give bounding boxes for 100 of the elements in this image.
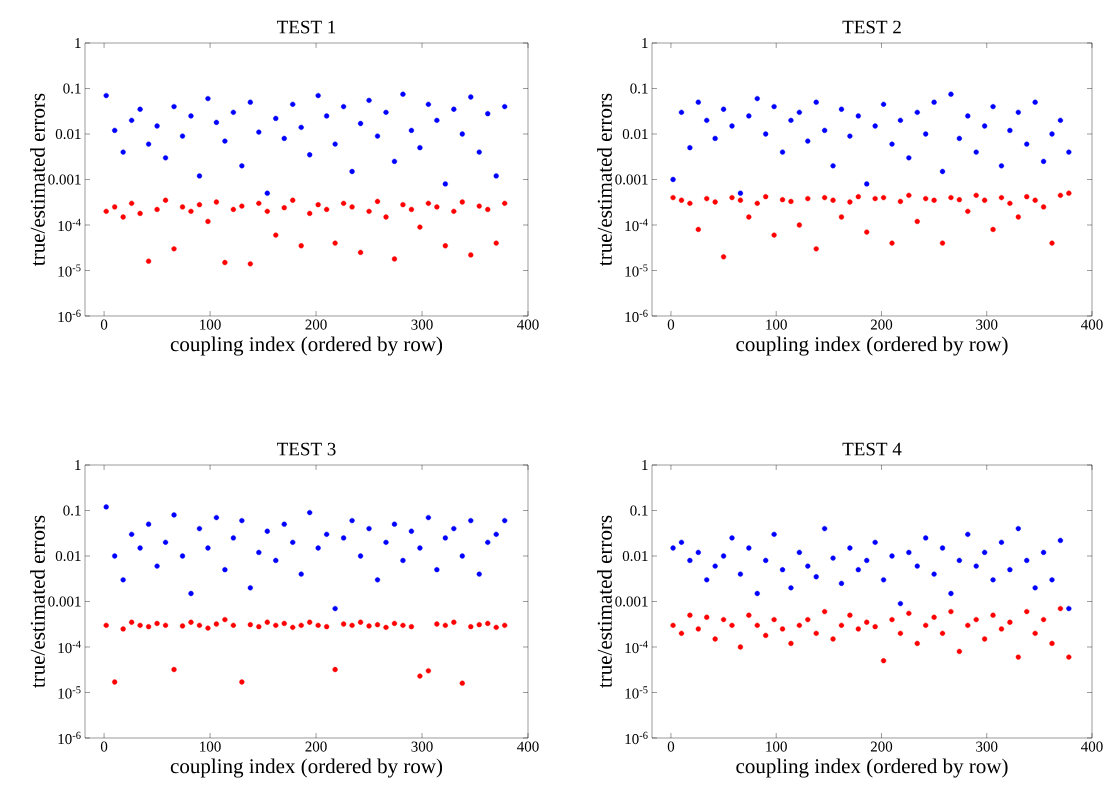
point bbox=[425, 200, 431, 206]
point bbox=[897, 600, 904, 607]
point bbox=[391, 521, 398, 527]
point bbox=[434, 117, 440, 123]
point bbox=[805, 563, 811, 569]
point bbox=[112, 127, 118, 133]
point bbox=[349, 204, 355, 210]
point bbox=[230, 535, 236, 541]
y-tick-label: 10$^{-4}$ bbox=[625, 640, 648, 654]
y-tick-label: 0.01 bbox=[622, 128, 648, 140]
point bbox=[670, 622, 676, 628]
point bbox=[222, 259, 228, 266]
point bbox=[712, 563, 718, 569]
point bbox=[897, 198, 904, 205]
point bbox=[129, 200, 135, 206]
point bbox=[290, 197, 296, 203]
point bbox=[112, 204, 118, 210]
point bbox=[965, 531, 971, 537]
x-axis-title: coupling index (ordered by row) bbox=[736, 758, 1008, 778]
x-tick-label: 400 bbox=[1081, 319, 1103, 330]
point bbox=[298, 622, 304, 628]
point bbox=[213, 199, 220, 205]
point bbox=[502, 104, 508, 110]
point bbox=[670, 176, 676, 183]
point bbox=[1024, 194, 1030, 200]
y-axis-title: true/estimated errors bbox=[597, 515, 612, 688]
point bbox=[290, 539, 296, 545]
point bbox=[1007, 127, 1013, 133]
point bbox=[1049, 131, 1055, 137]
point bbox=[341, 200, 347, 206]
point bbox=[1057, 537, 1064, 544]
point bbox=[729, 195, 735, 201]
point bbox=[307, 152, 313, 158]
point bbox=[264, 528, 270, 534]
point bbox=[763, 632, 769, 638]
point bbox=[830, 555, 836, 561]
point bbox=[998, 195, 1005, 201]
point bbox=[763, 194, 769, 200]
point bbox=[729, 622, 735, 628]
point bbox=[468, 624, 474, 630]
x-tick-label: 200 bbox=[870, 319, 893, 330]
point bbox=[391, 158, 398, 164]
y-axis-title: true/estimated errors bbox=[30, 93, 45, 266]
point bbox=[982, 123, 988, 129]
point bbox=[788, 198, 794, 205]
y-tick-label: 0.01 bbox=[55, 550, 81, 562]
point bbox=[973, 563, 979, 569]
chart-title: TEST 2 bbox=[842, 20, 901, 34]
point bbox=[1066, 654, 1072, 660]
point bbox=[897, 117, 904, 123]
point bbox=[264, 190, 270, 196]
point bbox=[1032, 197, 1038, 203]
point bbox=[956, 135, 962, 142]
point bbox=[315, 545, 321, 551]
point bbox=[687, 200, 693, 206]
point bbox=[307, 509, 313, 516]
point bbox=[154, 563, 160, 569]
point bbox=[695, 226, 701, 233]
point bbox=[493, 531, 499, 537]
point bbox=[746, 612, 752, 618]
point bbox=[965, 622, 971, 628]
point bbox=[502, 517, 508, 524]
point bbox=[281, 521, 287, 527]
point bbox=[476, 571, 482, 577]
point bbox=[712, 636, 718, 642]
point bbox=[400, 202, 406, 208]
x-tick-label: 100 bbox=[766, 319, 787, 330]
point bbox=[493, 240, 499, 246]
point bbox=[281, 205, 287, 211]
point bbox=[838, 106, 845, 112]
point bbox=[998, 163, 1005, 169]
point bbox=[914, 640, 920, 646]
point bbox=[729, 123, 735, 129]
point bbox=[264, 208, 270, 214]
point bbox=[779, 197, 786, 203]
point bbox=[965, 113, 971, 119]
point bbox=[162, 539, 169, 545]
point bbox=[838, 622, 845, 628]
point bbox=[720, 617, 727, 623]
point bbox=[256, 129, 262, 135]
point bbox=[137, 210, 143, 216]
point bbox=[923, 535, 929, 541]
point bbox=[906, 155, 912, 161]
point bbox=[120, 577, 126, 583]
point bbox=[889, 617, 895, 623]
point bbox=[154, 206, 160, 213]
point bbox=[374, 198, 381, 205]
point bbox=[391, 256, 398, 262]
point bbox=[939, 240, 946, 246]
x-tick-label: 0 bbox=[667, 741, 675, 752]
point bbox=[897, 630, 904, 636]
point bbox=[813, 630, 819, 636]
point bbox=[1015, 109, 1021, 115]
point bbox=[813, 246, 819, 252]
point bbox=[120, 626, 126, 632]
point bbox=[788, 117, 794, 123]
point bbox=[408, 127, 415, 133]
point bbox=[366, 97, 372, 103]
point bbox=[864, 229, 870, 235]
point bbox=[247, 261, 253, 267]
